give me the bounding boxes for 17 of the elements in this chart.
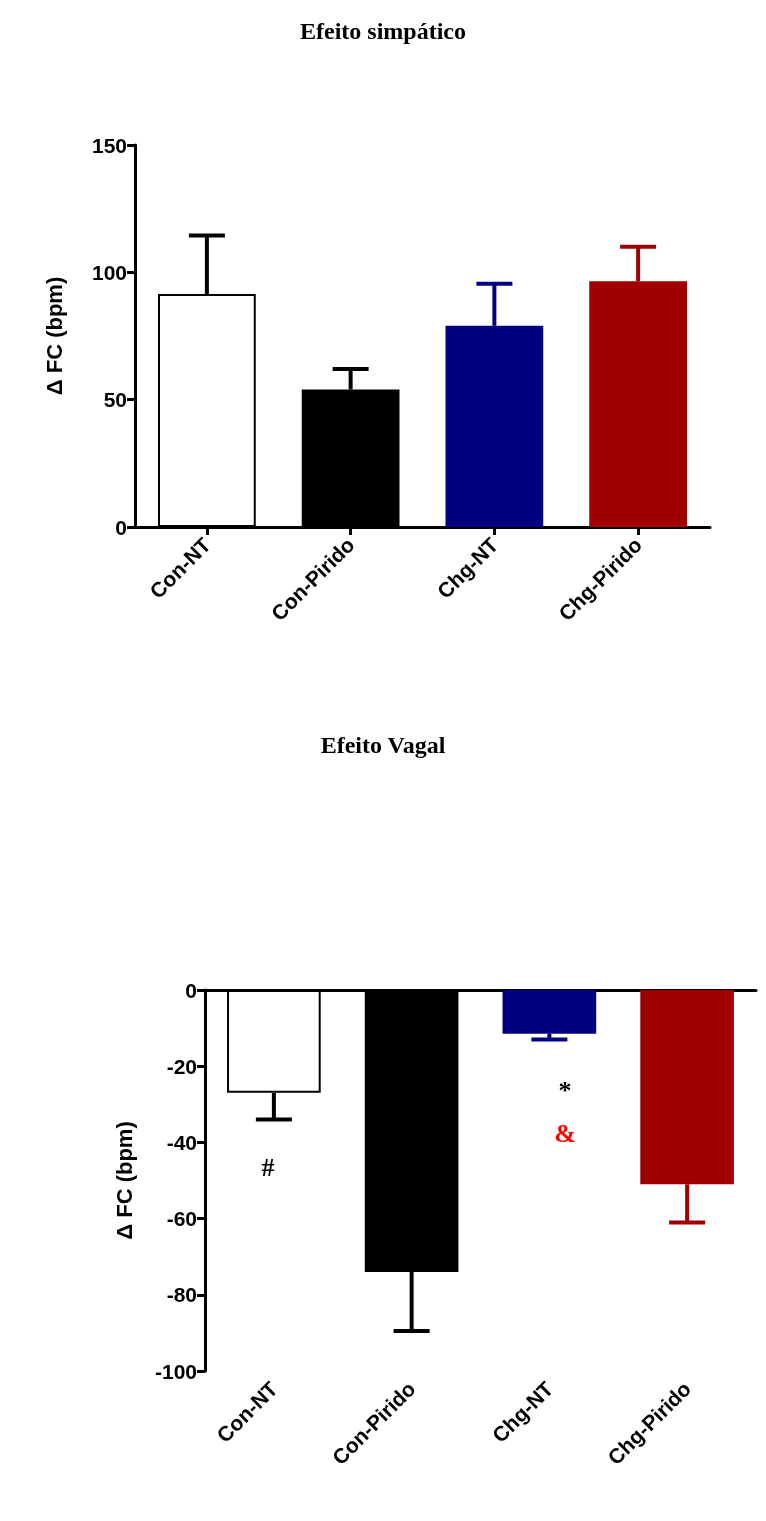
y-tick-label: -80 — [166, 1283, 197, 1307]
y-tick-label: -40 — [166, 1130, 197, 1154]
y-tick-label: 0 — [115, 515, 127, 539]
chart-title: Efeito Vagal — [320, 732, 446, 758]
y-axis-title: Δ FC (bpm) — [41, 276, 67, 396]
y-tick-label: 0 — [185, 978, 197, 1002]
y-tick-label: 100 — [91, 260, 127, 284]
annotation: * — [558, 1075, 572, 1105]
y-axis-title: Δ FC (bpm) — [111, 1121, 137, 1240]
y-tick-label: -60 — [166, 1207, 197, 1231]
y-tick-label: -20 — [166, 1054, 197, 1078]
chart-title: Efeito simpático — [300, 18, 466, 44]
annotation: # — [261, 1152, 275, 1182]
y-tick-label: 150 — [91, 133, 127, 157]
y-tick-label: 50 — [103, 388, 127, 412]
y-tick-label: -100 — [154, 1359, 197, 1383]
annotation: & — [554, 1118, 576, 1148]
